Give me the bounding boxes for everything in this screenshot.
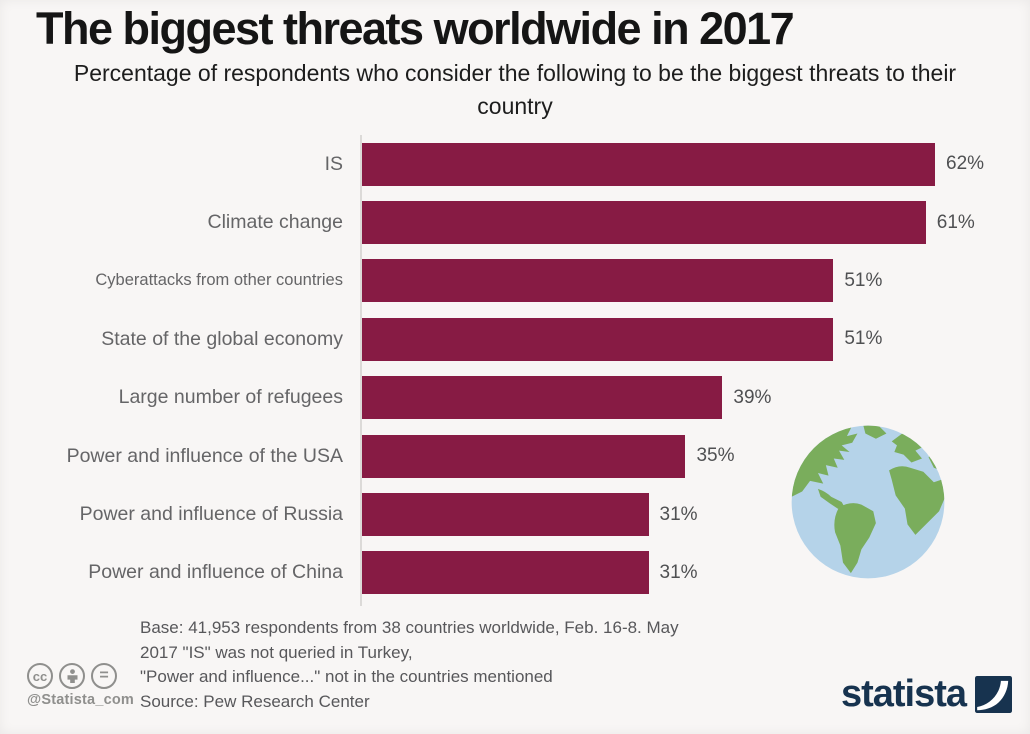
bar (362, 317, 834, 361)
bar (362, 142, 935, 186)
bar (362, 376, 723, 420)
statista-wordmark: statista (840, 673, 967, 715)
chart-rows: IS 62% Climate change 61% Cyberattacks from … (0, 135, 1030, 603)
bar-label: Large number of refugees (118, 386, 343, 409)
cc-license-icons: cc = (27, 663, 134, 689)
bar-value: 61% (936, 211, 975, 233)
bar (362, 551, 649, 595)
bar-value: 39% (733, 386, 772, 408)
bar-label: Climate change (207, 211, 344, 234)
bar-track: 31% (360, 543, 1030, 603)
bar-label: Power and influence of China (88, 561, 343, 584)
bar-row: Cyberattacks from other countries 51% (0, 251, 1030, 311)
bar-row: Large number of refugees 39% (0, 368, 1030, 427)
bar (362, 434, 686, 478)
cc-icon: cc (27, 663, 53, 689)
bar-value: 51% (844, 269, 883, 291)
note-line: Source: Pew Research Center (140, 691, 370, 711)
bar (362, 201, 926, 245)
bar-value: 31% (659, 561, 698, 583)
bar-track: 61% (360, 193, 1030, 252)
bar-value: 31% (659, 503, 698, 525)
bar-track: 31% (360, 485, 1030, 544)
bar-track: 35% (360, 426, 1030, 486)
license-block: cc = @Statista_com (27, 663, 134, 708)
note-line: "Power and influence..." not in the coun… (140, 667, 553, 687)
bar-row: Power and influence of China 31% (0, 543, 1030, 603)
note-line: 2017 "IS" was not queried in Turkey, (140, 642, 413, 662)
source-note: Base: 41,953 respondents from 38 countri… (140, 616, 679, 714)
bar-label: State of the global economy (101, 327, 343, 350)
earth-globe-icon (789, 423, 947, 581)
bar-value: 51% (844, 328, 883, 350)
bar-row: Power and influence of the USA 35% (0, 426, 1030, 486)
bar-value: 62% (946, 153, 985, 175)
bar-label: Power and influence of the USA (66, 444, 343, 467)
bar-row: IS 62% (0, 135, 1030, 194)
bar-row: Power and influence of Russia 31% (0, 485, 1030, 544)
page-title: The biggest threats worldwide in 2017 (36, 3, 795, 54)
note-line: Base: 41,953 respondents from 38 countri… (140, 618, 679, 637)
bar-row: State of the global economy 51% (0, 310, 1030, 369)
statista-handle: @Statista_com (27, 692, 134, 708)
chart-subtitle: Percentage of respondents who consider t… (73, 60, 957, 120)
bar-track: 39% (360, 368, 1030, 427)
bar-track: 51% (360, 251, 1030, 311)
bar-track: 62% (360, 135, 1030, 194)
bar-label: Cyberattacks from other countries (95, 271, 343, 290)
bar-track: 51% (360, 310, 1030, 369)
bar (362, 259, 834, 303)
bar-label: Power and influence of Russia (79, 503, 343, 526)
bar-chart: IS 62% Climate change 61% Cyberattacks from … (0, 135, 1030, 603)
bar-row: Climate change 61% (0, 193, 1030, 252)
axis-line-foot (360, 602, 362, 606)
bar-label: IS (324, 152, 343, 175)
statista-logo: statista (841, 675, 1012, 713)
cc-attribution-icon (59, 663, 85, 689)
cc-nd-icon: = (91, 663, 117, 689)
bar-value: 35% (696, 445, 735, 467)
statista-swoosh-icon (975, 675, 1012, 713)
bar (362, 493, 649, 537)
